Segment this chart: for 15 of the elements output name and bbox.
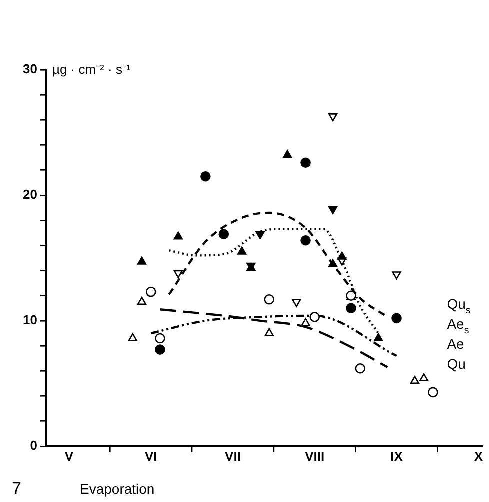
y-tick-label: 0 bbox=[30, 438, 38, 453]
x-tick-label: VII bbox=[225, 448, 241, 464]
x-tick-label: V bbox=[64, 448, 74, 464]
text: Evaporation bbox=[80, 481, 155, 497]
y-tick-label: 10 bbox=[22, 312, 38, 328]
y-tick-label: 20 bbox=[22, 187, 38, 202]
x-tick-label: VIII bbox=[305, 448, 325, 464]
x-tick-label: IX bbox=[390, 448, 404, 464]
y-axis-title: µg · cm⁻² · s⁻¹ bbox=[52, 62, 132, 77]
text: 7 bbox=[12, 479, 22, 498]
x-tick-label: VI bbox=[144, 448, 158, 464]
x-tick-label: X bbox=[474, 448, 484, 464]
y-tick-label: 30 bbox=[22, 62, 38, 77]
text: Ae bbox=[447, 336, 465, 352]
text: Qu bbox=[447, 356, 466, 372]
